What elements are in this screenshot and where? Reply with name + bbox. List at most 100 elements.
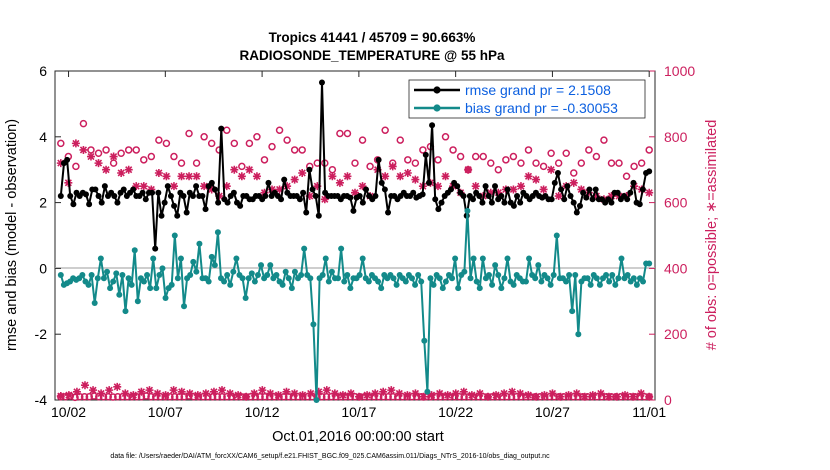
rmse-point — [211, 186, 218, 193]
chart-title: Tropics 41441 / 45709 = 90.663% — [269, 30, 476, 45]
bias-point — [91, 299, 98, 306]
bias-point — [535, 262, 542, 269]
bias-point — [640, 278, 647, 285]
rmse-point — [359, 199, 366, 206]
possible-obs-marker — [509, 152, 518, 161]
rmse-point — [627, 189, 634, 196]
bias-point — [439, 285, 446, 292]
bias-point — [134, 298, 141, 305]
rmse-point — [485, 193, 492, 200]
assimilated-obs-marker — [467, 391, 476, 400]
possible-obs-marker — [384, 392, 392, 401]
rmse-point — [101, 183, 108, 190]
bias-point — [122, 308, 129, 315]
y-right-tick-label: 200 — [664, 326, 688, 342]
assimilated-obs-marker — [564, 391, 573, 400]
rmse-point — [57, 193, 64, 200]
bias-point — [193, 268, 200, 275]
x-tick-label: 11/01 — [632, 404, 666, 420]
series-layer — [57, 79, 653, 403]
x-tick-label: 10/17 — [341, 404, 376, 420]
bias-point — [418, 278, 425, 285]
rmse-point — [262, 193, 269, 200]
possible-obs-marker — [192, 159, 201, 167]
bias-point — [526, 255, 533, 262]
rmse-point — [614, 189, 621, 196]
rmse-point — [114, 199, 121, 206]
possible-obs-marker — [479, 152, 487, 161]
y-axis-label-left: rmse and bias (model - observation) — [4, 119, 20, 351]
rmse-point — [193, 183, 200, 190]
bias-point — [177, 255, 184, 262]
rmse-point — [592, 186, 599, 193]
possible-obs-marker — [238, 162, 246, 171]
rmse-point — [265, 179, 272, 186]
assimilated-obs-marker — [306, 389, 315, 398]
bias-point — [495, 271, 502, 278]
rmse-point — [303, 209, 310, 216]
rmse-point — [350, 207, 357, 214]
rmse-point — [281, 176, 288, 183]
bias-point — [248, 270, 255, 277]
rmse-point — [356, 193, 363, 200]
assimilated-obs-marker — [433, 182, 442, 191]
rmse-point — [586, 186, 593, 193]
rmse-point — [278, 196, 285, 203]
assimilated-obs-marker — [200, 182, 209, 191]
possible-obs-marker — [80, 392, 89, 401]
assimilated-obs-marker — [252, 172, 261, 181]
assimilated-obs-marker — [379, 387, 388, 396]
rmse-point — [95, 193, 102, 200]
possible-obs-marker — [577, 159, 586, 167]
possible-obs-marker — [113, 392, 122, 401]
assimilated-obs-marker — [396, 172, 405, 181]
assimilated-obs-marker — [554, 192, 563, 201]
assimilated-obs-marker — [245, 165, 254, 174]
bias-point — [285, 275, 292, 282]
assimilated-obs-marker — [596, 389, 605, 398]
bias-point — [211, 262, 218, 269]
rmse-point — [429, 122, 436, 129]
bias-point — [79, 271, 86, 278]
assimilated-obs-marker — [381, 172, 390, 181]
assimilated-obs-marker — [346, 389, 355, 398]
possible-obs-marker — [102, 146, 110, 154]
possible-obs-marker — [275, 126, 284, 134]
assimilated-obs-marker — [132, 182, 141, 191]
assimilated-obs-marker — [153, 389, 162, 398]
bias-point — [455, 285, 462, 292]
bias-point — [452, 255, 459, 262]
rmse-point — [199, 193, 206, 200]
rmse-point — [646, 168, 653, 175]
assimilated-obs-marker — [242, 392, 251, 401]
assimilated-obs-marker — [234, 391, 243, 400]
assimilated-obs-marker — [427, 391, 436, 400]
assimilated-obs-marker — [185, 389, 194, 398]
rmse-point — [224, 199, 231, 206]
bias-point — [153, 285, 160, 292]
assimilated-obs-marker — [371, 389, 380, 398]
bias-point — [110, 278, 117, 285]
assimilated-obs-marker — [607, 192, 616, 201]
bias-point — [97, 255, 104, 262]
y-left-tick-label: 0 — [39, 260, 47, 276]
assimilated-obs-marker — [117, 168, 126, 177]
rmse-point — [460, 193, 467, 200]
assimilated-obs-marker — [580, 392, 589, 401]
bias-point — [532, 275, 539, 282]
bias-point — [307, 275, 314, 282]
possible-obs-marker — [487, 159, 495, 167]
possible-obs-marker — [343, 129, 352, 138]
rmse-point — [98, 199, 105, 206]
assimilated-obs-marker — [282, 387, 291, 396]
possible-obs-marker — [381, 126, 389, 134]
assimilated-obs-marker — [64, 391, 73, 400]
assimilated-obs-marker — [72, 387, 81, 396]
assimilated-obs-marker — [105, 386, 114, 395]
rmse-point — [561, 196, 568, 203]
bias-point — [584, 275, 591, 282]
assimilated-obs-marker — [500, 389, 509, 398]
legend: rmse grand pr = 2.1508 bias grand pr = -… — [408, 79, 646, 119]
bias-point — [603, 271, 610, 278]
